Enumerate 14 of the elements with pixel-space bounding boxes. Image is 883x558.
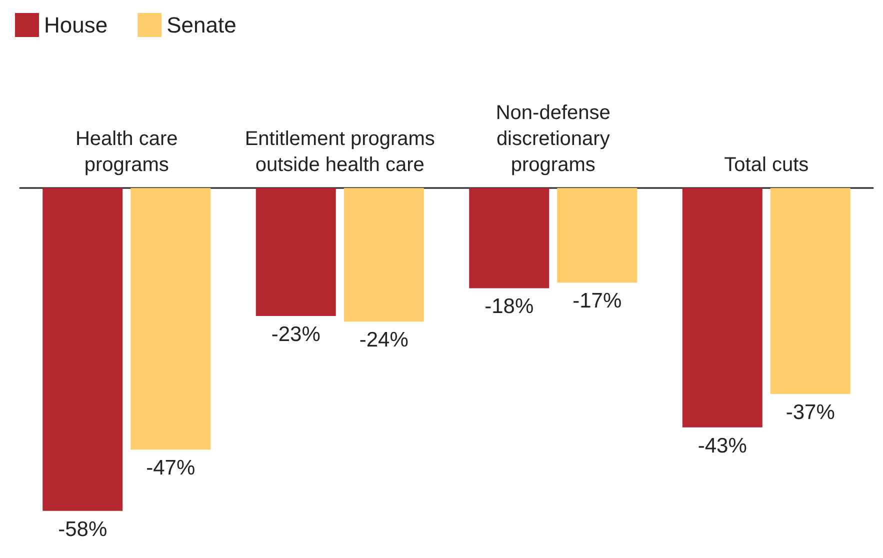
- data-label: -37%: [786, 400, 835, 424]
- legend-label: House: [44, 12, 108, 38]
- x-tick-label: Non-defense discretionary programs: [496, 102, 610, 176]
- data-label: -17%: [572, 290, 622, 313]
- legend-label: Senate: [166, 12, 236, 38]
- data-label: -58%: [58, 518, 108, 541]
- x-tick-label: Total cuts: [724, 154, 809, 176]
- data-label: -18%: [484, 295, 534, 318]
- x-tick-label: Health care programs: [75, 128, 178, 176]
- data-label: -24%: [359, 328, 408, 352]
- data-label: -23%: [271, 323, 320, 346]
- data-label: -47%: [146, 456, 196, 480]
- data-label: -43%: [698, 434, 747, 458]
- x-tick-label: Entitlement programs outside health care: [244, 128, 435, 176]
